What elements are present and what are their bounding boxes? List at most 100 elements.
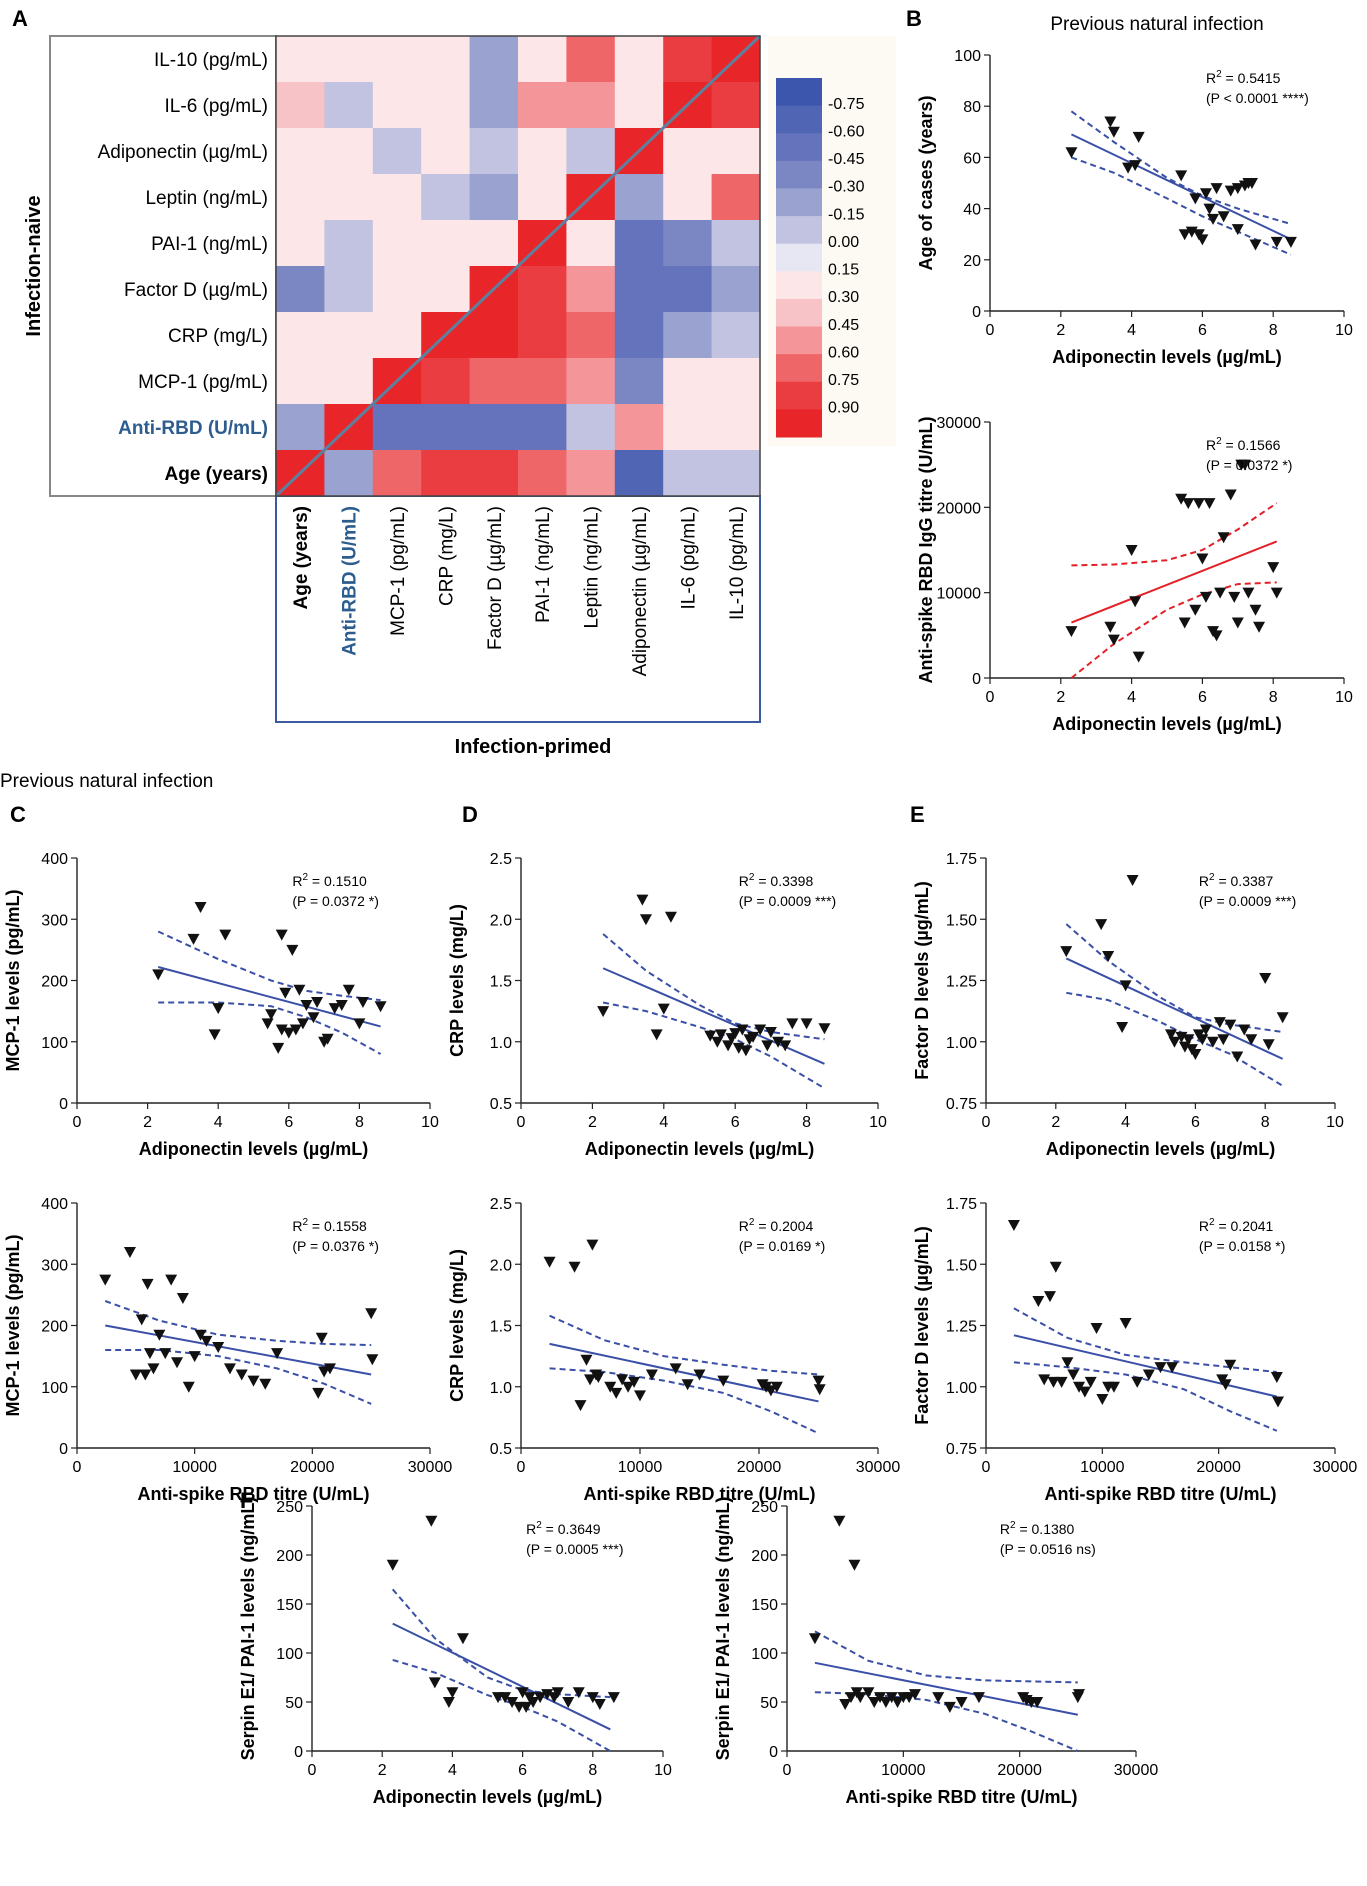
data-point bbox=[1065, 147, 1078, 159]
regression-line bbox=[814, 1661, 1079, 1716]
data-point bbox=[1078, 1386, 1091, 1398]
p-value-label: (P = 0.0376 *) bbox=[292, 1238, 379, 1254]
data-point bbox=[365, 1308, 378, 1320]
panel-label-d: D bbox=[462, 802, 478, 827]
colorbar-swatch bbox=[776, 326, 822, 355]
heatmap-cell bbox=[276, 128, 325, 175]
y-tick-label: 250 bbox=[751, 1499, 778, 1516]
regression-line bbox=[1070, 133, 1292, 241]
regression-line bbox=[602, 967, 825, 1065]
data-point bbox=[562, 1697, 575, 1708]
data-point bbox=[1132, 651, 1145, 663]
heatmap-cell bbox=[372, 220, 422, 267]
colorbar-tick-label: -0.45 bbox=[828, 151, 865, 168]
data-point bbox=[1107, 126, 1120, 138]
data-point bbox=[1116, 1022, 1129, 1034]
data-point bbox=[1270, 236, 1283, 248]
data-point bbox=[839, 1698, 852, 1710]
y-axis-label: Age of cases (years) bbox=[916, 95, 936, 270]
data-point bbox=[366, 1354, 379, 1366]
colorbar-swatch bbox=[776, 160, 822, 189]
data-point bbox=[1242, 587, 1255, 599]
heatmap-col-label: IL-10 (pg/mL) bbox=[727, 506, 748, 620]
heatmap-cell bbox=[518, 358, 567, 405]
heatmap-cell bbox=[324, 36, 374, 83]
data-point bbox=[1032, 1296, 1045, 1307]
data-point bbox=[812, 1375, 825, 1387]
data-point bbox=[1132, 131, 1145, 143]
y-axis-label: MCP-1 levels (pg/mL) bbox=[3, 1234, 23, 1416]
x-tick-label: 10 bbox=[421, 1114, 439, 1131]
data-point bbox=[425, 1515, 438, 1527]
data-point bbox=[1102, 951, 1115, 962]
heatmap-cell bbox=[324, 266, 374, 313]
heatmap-cell bbox=[372, 174, 422, 221]
regression-line bbox=[549, 1342, 819, 1403]
scatter-plot-f1: 0 50 100 150 200 250 0 2 4 6 8 10 Adiponectin levels… bbox=[238, 1497, 672, 1807]
data-point bbox=[1119, 1318, 1132, 1330]
data-point bbox=[1090, 1322, 1103, 1334]
heatmap-row-label: Adiponectin (µg/mL) bbox=[98, 142, 268, 163]
data-point bbox=[747, 1031, 760, 1043]
data-point bbox=[1126, 875, 1139, 887]
r-squared-label: R2 = 0.1566 bbox=[1206, 436, 1281, 453]
colorbar-swatch bbox=[776, 216, 822, 245]
heatmap-cell bbox=[614, 404, 664, 451]
heatmap-cell bbox=[518, 36, 567, 83]
data-point bbox=[307, 1012, 320, 1024]
heatmap-cell bbox=[663, 312, 713, 359]
heatmap-row-label: PAI-1 (ng/mL) bbox=[151, 234, 268, 255]
data-point bbox=[176, 1292, 189, 1304]
x-tick-label: 0 bbox=[517, 1459, 526, 1476]
x-tick-label: 20000 bbox=[1196, 1459, 1241, 1476]
data-point bbox=[1060, 946, 1073, 958]
heatmap-cell bbox=[711, 312, 761, 359]
data-point bbox=[722, 1040, 735, 1052]
x-tick-label: 0 bbox=[73, 1459, 82, 1476]
y-tick-label: 0.75 bbox=[946, 1096, 977, 1113]
heatmap-row-label: Anti-RBD (U/mL) bbox=[118, 418, 268, 439]
y-tick-label: 1.50 bbox=[946, 1257, 977, 1274]
data-point bbox=[312, 1387, 325, 1399]
x-tick-label: 30000 bbox=[1313, 1459, 1358, 1476]
heatmap-cell bbox=[518, 404, 567, 451]
x-tick-label: 4 bbox=[1127, 322, 1136, 339]
heatmap-cell bbox=[469, 358, 519, 405]
data-point bbox=[639, 914, 652, 926]
colorbar-swatch bbox=[776, 243, 822, 272]
heatmap-cell bbox=[421, 174, 471, 221]
heatmap-cell bbox=[372, 36, 422, 83]
heatmap-row-label: IL-6 (pg/mL) bbox=[165, 96, 268, 117]
data-point bbox=[770, 1381, 783, 1393]
heatmap-cell bbox=[711, 358, 761, 405]
p-value-label: (P = 0.0372 *) bbox=[292, 893, 379, 909]
heatmap-col-label: Adiponectin (µg/mL) bbox=[630, 506, 651, 676]
data-point bbox=[1224, 1019, 1237, 1031]
x-tick-label: 0 bbox=[783, 1762, 792, 1779]
data-point bbox=[1049, 1261, 1062, 1273]
heatmap-cell bbox=[518, 312, 567, 359]
data-point bbox=[1210, 630, 1223, 642]
data-point bbox=[247, 1375, 260, 1387]
data-point bbox=[1203, 498, 1216, 510]
data-point bbox=[279, 987, 292, 999]
data-point bbox=[1189, 193, 1202, 205]
x-axis-label: Adiponectin levels (µg/mL) bbox=[373, 1787, 602, 1807]
data-point bbox=[1217, 532, 1230, 544]
data-point bbox=[1175, 170, 1188, 182]
data-point bbox=[315, 1332, 328, 1344]
data-point bbox=[1007, 1220, 1020, 1232]
data-point bbox=[1217, 211, 1230, 223]
data-point bbox=[862, 1687, 875, 1699]
x-tick-label: 4 bbox=[1121, 1114, 1130, 1131]
panel-label-f: F bbox=[240, 1488, 253, 1513]
x-tick-label: 6 bbox=[1198, 322, 1207, 339]
data-point bbox=[1213, 1017, 1226, 1029]
heatmap-cell bbox=[421, 450, 471, 497]
data-point bbox=[800, 1018, 813, 1030]
heatmap-cell bbox=[421, 404, 471, 451]
heatmap-cell bbox=[518, 128, 567, 175]
data-point bbox=[99, 1274, 112, 1286]
heatmap-row-label: Factor D (µg/mL) bbox=[124, 280, 268, 301]
heatmap-cell bbox=[663, 404, 713, 451]
